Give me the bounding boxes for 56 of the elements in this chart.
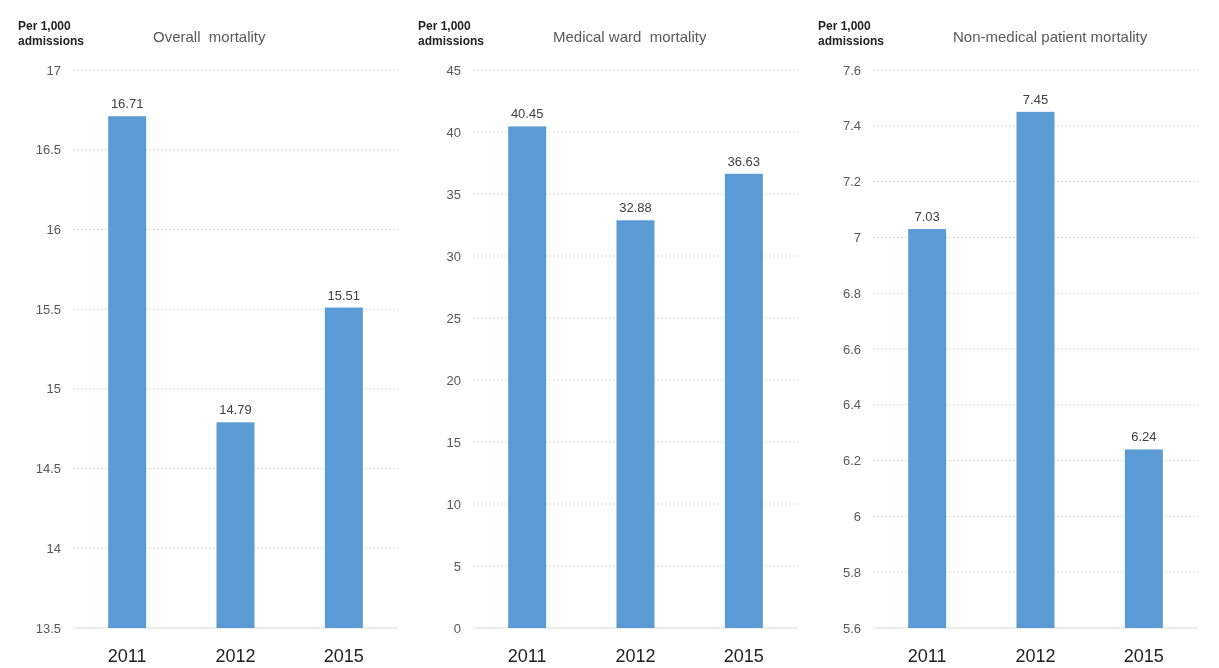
y-tick-label: 13.5 bbox=[35, 620, 61, 636]
y-tick-label: 15.5 bbox=[35, 301, 61, 317]
y-tick-label: 10 bbox=[446, 496, 461, 512]
y-tick-label: 45 bbox=[446, 62, 461, 78]
y-tick-label: 6 bbox=[853, 508, 861, 524]
bar bbox=[724, 173, 763, 628]
y-tick-label: 25 bbox=[446, 310, 461, 326]
y-axis-title: Per 1,000 admissions bbox=[418, 19, 485, 48]
y-tick-label: 14.5 bbox=[35, 461, 61, 477]
y-tick-label: 16 bbox=[46, 221, 61, 237]
y-tick-label: 7 bbox=[853, 229, 861, 245]
data-label: 16.71 bbox=[110, 96, 144, 112]
data-label: 7.03 bbox=[914, 209, 940, 225]
y-tick-label: 7.6 bbox=[842, 62, 861, 78]
y-tick-label: 15 bbox=[46, 381, 61, 397]
data-label: 36.63 bbox=[727, 153, 761, 169]
y-tick-label: 30 bbox=[446, 248, 461, 264]
data-label: 32.88 bbox=[619, 200, 652, 216]
y-tick-label: 16.5 bbox=[35, 142, 61, 158]
bar bbox=[616, 220, 655, 628]
data-label: 6.24 bbox=[1131, 429, 1157, 445]
data-label: 7.45 bbox=[1022, 91, 1049, 107]
data-label: 40.45 bbox=[510, 106, 544, 122]
x-tick-label: 2012 bbox=[615, 646, 656, 666]
y-tick-label: 6.6 bbox=[842, 341, 861, 357]
data-label: 15.51 bbox=[327, 287, 361, 303]
chart-title: Non-medical patient mortality bbox=[953, 28, 1148, 45]
y-tick-label: 35 bbox=[446, 186, 461, 202]
y-tick-label: 40 bbox=[446, 124, 461, 140]
bar bbox=[508, 126, 547, 628]
y-axis-title: Per 1,000 admissions bbox=[18, 19, 85, 48]
y-tick-label: 0 bbox=[453, 620, 461, 636]
y-tick-label: 14 bbox=[46, 540, 61, 556]
y-tick-label: 7.4 bbox=[842, 118, 861, 134]
x-tick-label: 2012 bbox=[215, 646, 256, 666]
x-tick-label: 2012 bbox=[1015, 646, 1056, 666]
chart-title: Overall mortality bbox=[153, 28, 267, 45]
y-tick-label: 5.6 bbox=[842, 620, 861, 636]
x-tick-label: 2015 bbox=[723, 646, 764, 666]
y-tick-label: 6.4 bbox=[842, 397, 861, 413]
y-tick-label: 17 bbox=[46, 62, 61, 78]
x-tick-label: 2011 bbox=[907, 646, 947, 666]
x-tick-label: 2011 bbox=[107, 646, 147, 666]
x-tick-label: 2015 bbox=[1123, 646, 1164, 666]
data-label: 14.79 bbox=[219, 402, 252, 418]
y-tick-label: 5.8 bbox=[842, 564, 861, 580]
x-tick-label: 2011 bbox=[507, 646, 547, 666]
y-tick-label: 6.2 bbox=[842, 453, 861, 469]
x-tick-label: 2015 bbox=[323, 646, 364, 666]
chart-title: Medical ward mortality bbox=[553, 28, 707, 45]
y-axis-title: Per 1,000 admissions bbox=[818, 19, 885, 48]
y-tick-label: 5 bbox=[453, 558, 461, 574]
y-tick-label: 7.2 bbox=[842, 174, 861, 190]
y-tick-label: 20 bbox=[446, 372, 461, 388]
y-tick-label: 6.8 bbox=[842, 285, 861, 301]
y-tick-label: 15 bbox=[446, 434, 461, 450]
